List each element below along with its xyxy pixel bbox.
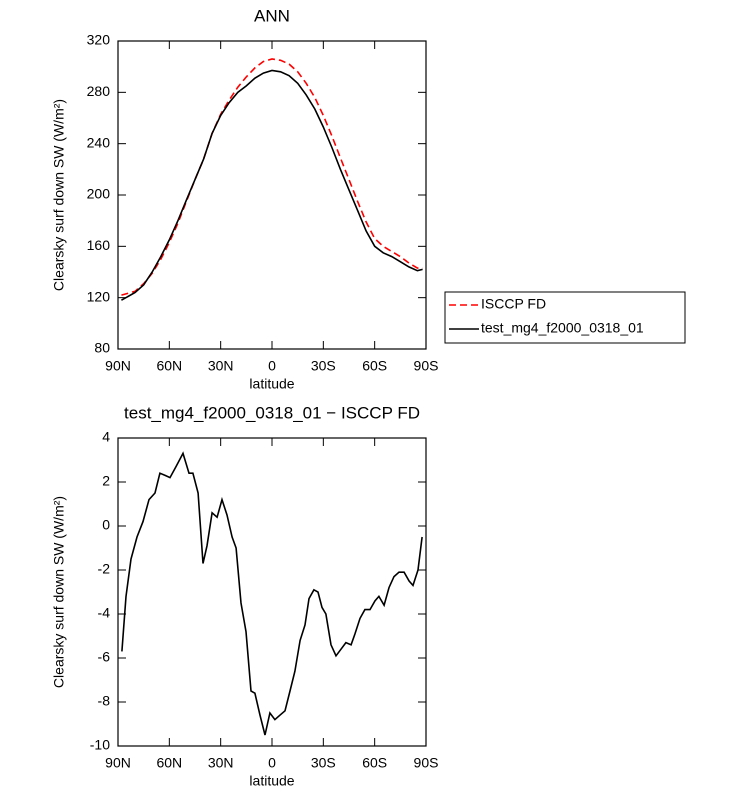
y-tick-label: 280	[87, 83, 111, 99]
y-tick-label: -10	[90, 737, 110, 753]
y-tick-label: 2	[102, 473, 110, 489]
x-tick-label: 90S	[414, 755, 439, 771]
x-tick-label: 0	[268, 358, 276, 374]
y-tick-label: 0	[102, 517, 110, 533]
y-tick-label: -8	[98, 693, 111, 709]
x-tick-label: 30N	[208, 755, 234, 771]
y-tick-label: 160	[87, 237, 111, 253]
y-tick-label: -4	[98, 605, 111, 621]
chart-title: ANN	[254, 6, 290, 25]
plot-frame	[117, 437, 427, 747]
x-tick-label: 60N	[156, 358, 182, 374]
x-tick-label: 30S	[311, 755, 336, 771]
y-axis-label: Clearsky surf down SW (W/m²)	[51, 99, 67, 291]
x-tick-label: 60S	[362, 755, 387, 771]
y-tick-label: 320	[87, 32, 111, 48]
x-tick-label: 60S	[362, 358, 387, 374]
y-tick-label: -6	[98, 649, 111, 665]
y-tick-label: 240	[87, 134, 111, 150]
y-tick-label: -2	[98, 561, 111, 577]
data-line	[121, 69, 423, 301]
chart-title: test_mg4_f2000_0318_01 − ISCCP FD	[124, 403, 420, 422]
y-tick-label: 4	[102, 429, 110, 445]
y-tick-label: 80	[94, 340, 110, 356]
legend-label: test_mg4_f2000_0318_01	[481, 320, 644, 336]
legend: ISCCP FD test_mg4_f2000_0318_01	[444, 291, 686, 344]
y-tick-label: 120	[87, 288, 111, 304]
x-axis-label: latitude	[249, 773, 294, 789]
x-tick-label: 90N	[105, 358, 131, 374]
x-tick-label: 30N	[208, 358, 234, 374]
x-tick-label: 0	[268, 755, 276, 771]
data-line	[121, 58, 423, 296]
legend-label: ISCCP FD	[481, 296, 546, 312]
x-tick-label: 60N	[156, 755, 182, 771]
x-axis-label: latitude	[249, 376, 294, 392]
x-tick-label: 30S	[311, 358, 336, 374]
legend-frame	[444, 291, 686, 344]
y-tick-label: 200	[87, 186, 111, 202]
x-tick-label: 90S	[414, 358, 439, 374]
data-line	[121, 451, 423, 736]
y-axis-label: Clearsky surf down SW (W/m²)	[51, 496, 67, 688]
x-tick-label: 90N	[105, 755, 131, 771]
plot-frame	[117, 40, 427, 350]
